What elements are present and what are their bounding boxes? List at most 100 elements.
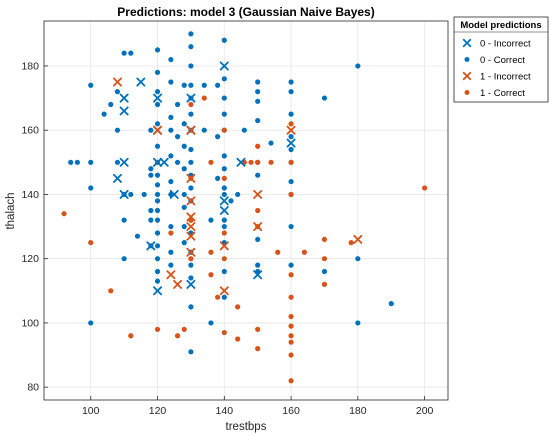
point-0-incorrect-stroke-b bbox=[219, 196, 229, 206]
point-0-correct bbox=[188, 349, 194, 355]
point-1-incorrect-stroke-b bbox=[353, 234, 363, 244]
point-1-correct bbox=[168, 230, 174, 236]
legend-box bbox=[453, 16, 549, 103]
point-0-correct bbox=[221, 185, 227, 191]
point-0-incorrect bbox=[219, 61, 229, 71]
point-0-correct bbox=[148, 166, 154, 172]
point-0-correct bbox=[221, 111, 227, 117]
point-0-correct bbox=[181, 143, 187, 149]
point-0-incorrect bbox=[119, 106, 129, 116]
point-0-incorrect-stroke-b bbox=[153, 286, 163, 296]
legend-marker bbox=[462, 38, 472, 48]
point-1-incorrect-stroke-b bbox=[186, 231, 196, 241]
point-0-incorrect bbox=[119, 93, 129, 103]
x-tick-label: 140 bbox=[216, 405, 234, 417]
point-1-correct bbox=[275, 249, 281, 255]
point-0-incorrect bbox=[153, 286, 163, 296]
point-0-incorrect bbox=[186, 93, 196, 103]
point-0-incorrect-stroke-b bbox=[136, 77, 146, 87]
legend-marker bbox=[464, 57, 470, 62]
point-0-correct bbox=[221, 223, 227, 230]
point-0-correct bbox=[134, 233, 141, 239]
point-0-correct bbox=[255, 98, 261, 104]
point-0-correct bbox=[168, 56, 174, 63]
x-tick-label: 160 bbox=[282, 405, 300, 417]
point-0-correct bbox=[288, 89, 294, 95]
point-0-correct bbox=[188, 185, 194, 191]
point-0-correct bbox=[121, 50, 127, 56]
point-1-correct bbox=[221, 175, 227, 181]
point-0-correct bbox=[221, 217, 227, 223]
point-1-correct bbox=[221, 256, 227, 262]
point-0-correct bbox=[154, 121, 161, 127]
point-0-correct bbox=[181, 223, 187, 230]
point-1-correct bbox=[208, 249, 214, 255]
point-0-correct bbox=[228, 198, 234, 204]
point-1-correct bbox=[255, 326, 261, 332]
point-1-correct bbox=[268, 159, 274, 165]
point-1-incorrect bbox=[253, 222, 263, 232]
point-1-correct bbox=[181, 326, 187, 332]
x-tick-label: 180 bbox=[349, 405, 367, 417]
point-0-incorrect bbox=[159, 157, 169, 167]
point-0-correct bbox=[114, 127, 121, 133]
point-0-correct bbox=[201, 82, 207, 88]
point-1-incorrect bbox=[186, 231, 196, 241]
point-0-correct bbox=[181, 240, 187, 246]
point-1-correct bbox=[201, 95, 207, 101]
point-1-correct bbox=[288, 323, 294, 329]
point-0-correct bbox=[288, 223, 294, 230]
x-axis-label: trestbps bbox=[226, 421, 267, 433]
point-1-correct bbox=[221, 329, 227, 336]
point-1-incorrect bbox=[219, 241, 229, 251]
legend-marker bbox=[464, 90, 470, 95]
point-0-correct bbox=[168, 127, 174, 133]
point-0-incorrect-stroke-b bbox=[159, 157, 169, 167]
point-1-correct bbox=[255, 143, 261, 149]
point-0-correct bbox=[121, 217, 127, 223]
point-0-correct bbox=[101, 111, 107, 117]
legend-label: 0 - Correct bbox=[480, 55, 525, 66]
point-0-correct bbox=[188, 159, 194, 165]
point-1-correct bbox=[108, 288, 114, 294]
point-1-incorrect bbox=[219, 286, 229, 296]
point-1-incorrect bbox=[286, 125, 296, 135]
point-0-correct bbox=[154, 143, 161, 149]
point-0-correct bbox=[188, 82, 194, 88]
point-0-incorrect-stroke-b bbox=[153, 157, 163, 167]
point-0-correct bbox=[208, 217, 214, 223]
point-0-incorrect-stroke-b bbox=[219, 205, 229, 216]
point-1-incorrect-stroke-b bbox=[186, 125, 196, 135]
y-tick-label: 160 bbox=[21, 125, 39, 137]
point-0-correct bbox=[174, 101, 181, 108]
point-0-correct bbox=[188, 44, 194, 50]
point-0-correct bbox=[88, 185, 94, 191]
point-0-correct bbox=[188, 262, 194, 268]
point-0-correct bbox=[355, 256, 361, 262]
point-1-correct bbox=[61, 211, 67, 217]
point-0-correct bbox=[181, 166, 187, 172]
point-0-correct bbox=[255, 79, 261, 85]
point-0-correct bbox=[355, 320, 361, 326]
point-0-correct bbox=[181, 204, 187, 210]
point-0-correct bbox=[108, 101, 114, 108]
x-tick-label: 100 bbox=[82, 405, 100, 417]
point-0-correct bbox=[88, 320, 94, 326]
point-1-correct bbox=[188, 256, 194, 262]
point-1-incorrect-stroke-b bbox=[186, 196, 196, 206]
point-0-correct bbox=[154, 101, 161, 108]
y-axis-label: thalach bbox=[5, 192, 17, 229]
point-0-incorrect bbox=[286, 138, 296, 148]
point-0-correct bbox=[148, 172, 154, 178]
point-0-correct bbox=[168, 114, 174, 120]
point-0-correct bbox=[114, 89, 121, 95]
point-0-incorrect-stroke-b bbox=[236, 157, 246, 167]
point-1-incorrect-stroke-b bbox=[186, 222, 196, 232]
legend-marker bbox=[462, 71, 472, 81]
point-1-correct bbox=[88, 240, 94, 246]
point-0-correct bbox=[235, 191, 241, 198]
point-1-correct bbox=[215, 294, 221, 300]
point-1-correct bbox=[321, 281, 328, 287]
point-0-correct bbox=[168, 262, 174, 268]
point-0-correct bbox=[88, 159, 94, 165]
